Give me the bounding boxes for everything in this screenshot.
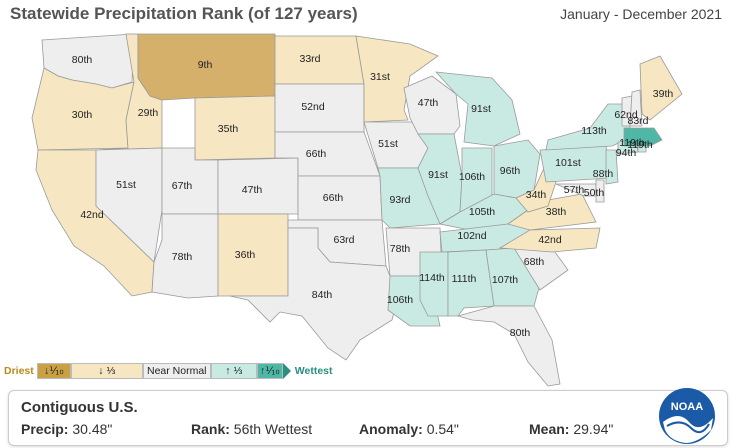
state-rank-az: 78th <box>172 251 193 263</box>
state-rank-wi: 47th <box>418 97 439 109</box>
state-rank-ky: 105th <box>469 206 495 218</box>
mean-value: 29.94" <box>573 421 614 437</box>
precip-label: Precip: <box>21 421 69 437</box>
state-rank-md: 57th <box>564 184 585 196</box>
state-ms <box>419 251 449 317</box>
legend-driest-10: ↓⅒ <box>36 363 71 379</box>
state-nj <box>605 149 619 185</box>
state-rank-ok: 63rd <box>333 234 354 246</box>
state-rank-ia: 51st <box>378 138 398 150</box>
state-rank-nc: 42nd <box>538 234 562 246</box>
state-nc <box>498 227 601 253</box>
state-rank-de: 50th <box>584 187 605 199</box>
mean-label: Mean: <box>529 421 570 437</box>
state-ma <box>623 127 663 147</box>
legend: Driest ↓⅒ ↓ ⅓ Near Normal ↑ ⅓ ↑⅒ Wettest <box>4 362 333 380</box>
state-rank-ut: 67th <box>172 180 193 192</box>
state-rank-fl: 80th <box>510 327 531 339</box>
state-rank-sd: 52nd <box>301 101 325 113</box>
state-rank-wa: 80th <box>72 54 93 66</box>
state-rank-id: 29th <box>138 107 159 119</box>
state-tx <box>229 227 399 361</box>
state-rank-oh: 96th <box>500 165 521 177</box>
state-rank-or: 30th <box>72 109 93 121</box>
state-rank-ne: 66th <box>306 148 327 160</box>
state-nv <box>95 147 163 263</box>
state-rank-vt: 62nd <box>614 109 638 121</box>
state-rank-tx: 84th <box>312 289 333 301</box>
state-rank-ar: 78th <box>390 243 411 255</box>
logo-text: NOAA <box>671 401 703 413</box>
state-rank-mi: 91st <box>471 103 491 115</box>
legend-arrow <box>282 363 291 379</box>
state-rank-mt: 9th <box>198 59 213 71</box>
legend-driest-3: ↓ ⅓ <box>70 363 143 379</box>
rank-label: Rank: <box>191 421 230 437</box>
precip-value: 30.48" <box>72 421 113 437</box>
state-rank-il: 91st <box>428 169 448 181</box>
state-rank-wy: 35th <box>218 123 239 135</box>
state-rank-tn: 102nd <box>457 230 486 242</box>
state-nh <box>629 89 643 127</box>
state-rank-nv: 51st <box>116 179 136 191</box>
state-rank-nm: 36th <box>235 249 256 261</box>
anomaly-label: Anomaly: <box>359 421 423 437</box>
region-title: Contiguous U.S. <box>21 399 138 416</box>
state-rank-ga: 107th <box>492 274 518 286</box>
legend-near-normal: Near Normal <box>142 363 211 379</box>
state-rank-pa: 101st <box>555 157 581 169</box>
state-rank-ks: 66th <box>323 192 344 204</box>
state-rank-ct: 94th <box>616 147 637 159</box>
state-rank-la: 106th <box>387 294 413 306</box>
precip-stat: Precip: 30.48" <box>21 421 112 437</box>
state-rank-ny: 113th <box>581 125 607 137</box>
state-rank-va: 38th <box>546 206 567 218</box>
map-title: Statewide Precipitation Rank (of 127 yea… <box>10 4 358 23</box>
state-rank-al: 111th <box>452 273 477 285</box>
rank-stat: Rank: 56th Wettest <box>191 421 312 437</box>
summary-panel: Contiguous U.S. Precip: 30.48" Rank: 56t… <box>8 388 728 446</box>
state-rank-ri: 119th <box>619 137 645 149</box>
anomaly-value: 0.54" <box>426 421 459 437</box>
state-rank-co: 47th <box>242 184 263 196</box>
state-rank-in: 106th <box>459 171 485 183</box>
legend-wet-3: ↑ ⅓ <box>210 363 257 379</box>
legend-driest-label: Driest <box>4 365 34 377</box>
state-rank-ca: 42nd <box>80 209 104 221</box>
state-wi <box>403 75 461 135</box>
state-mn <box>355 35 439 123</box>
rank-value: 56th Wettest <box>233 421 313 437</box>
state-rank-sc: 68th <box>524 256 545 268</box>
period-label: January - December 2021 <box>560 6 722 22</box>
state-me <box>639 55 683 121</box>
state-rank-ms: 114th <box>419 272 445 284</box>
state-rank-nh: 83rd <box>627 115 648 127</box>
anomaly-stat: Anomaly: 0.54" <box>359 421 459 437</box>
state-rank-nj: 88th <box>593 168 614 180</box>
legend-wet-10: ↑⅒ <box>256 363 283 379</box>
state-rank-nd: 33rd <box>299 53 320 65</box>
mean-stat: Mean: 29.94" <box>529 421 613 437</box>
state-de <box>595 179 605 203</box>
state-rank-me: 39th <box>653 88 674 100</box>
noaa-logo-icon: NOAA <box>660 389 714 443</box>
state-rank-wv: 34th <box>526 189 547 201</box>
state-fl <box>456 305 561 387</box>
state-rank-mn: 31st <box>370 71 390 83</box>
state-rank-mo: 93rd <box>389 194 410 206</box>
state-rank-ma: 119th <box>627 139 653 151</box>
legend-wettest-label: Wettest <box>294 365 333 377</box>
noaa-logo: NOAA <box>659 388 715 444</box>
